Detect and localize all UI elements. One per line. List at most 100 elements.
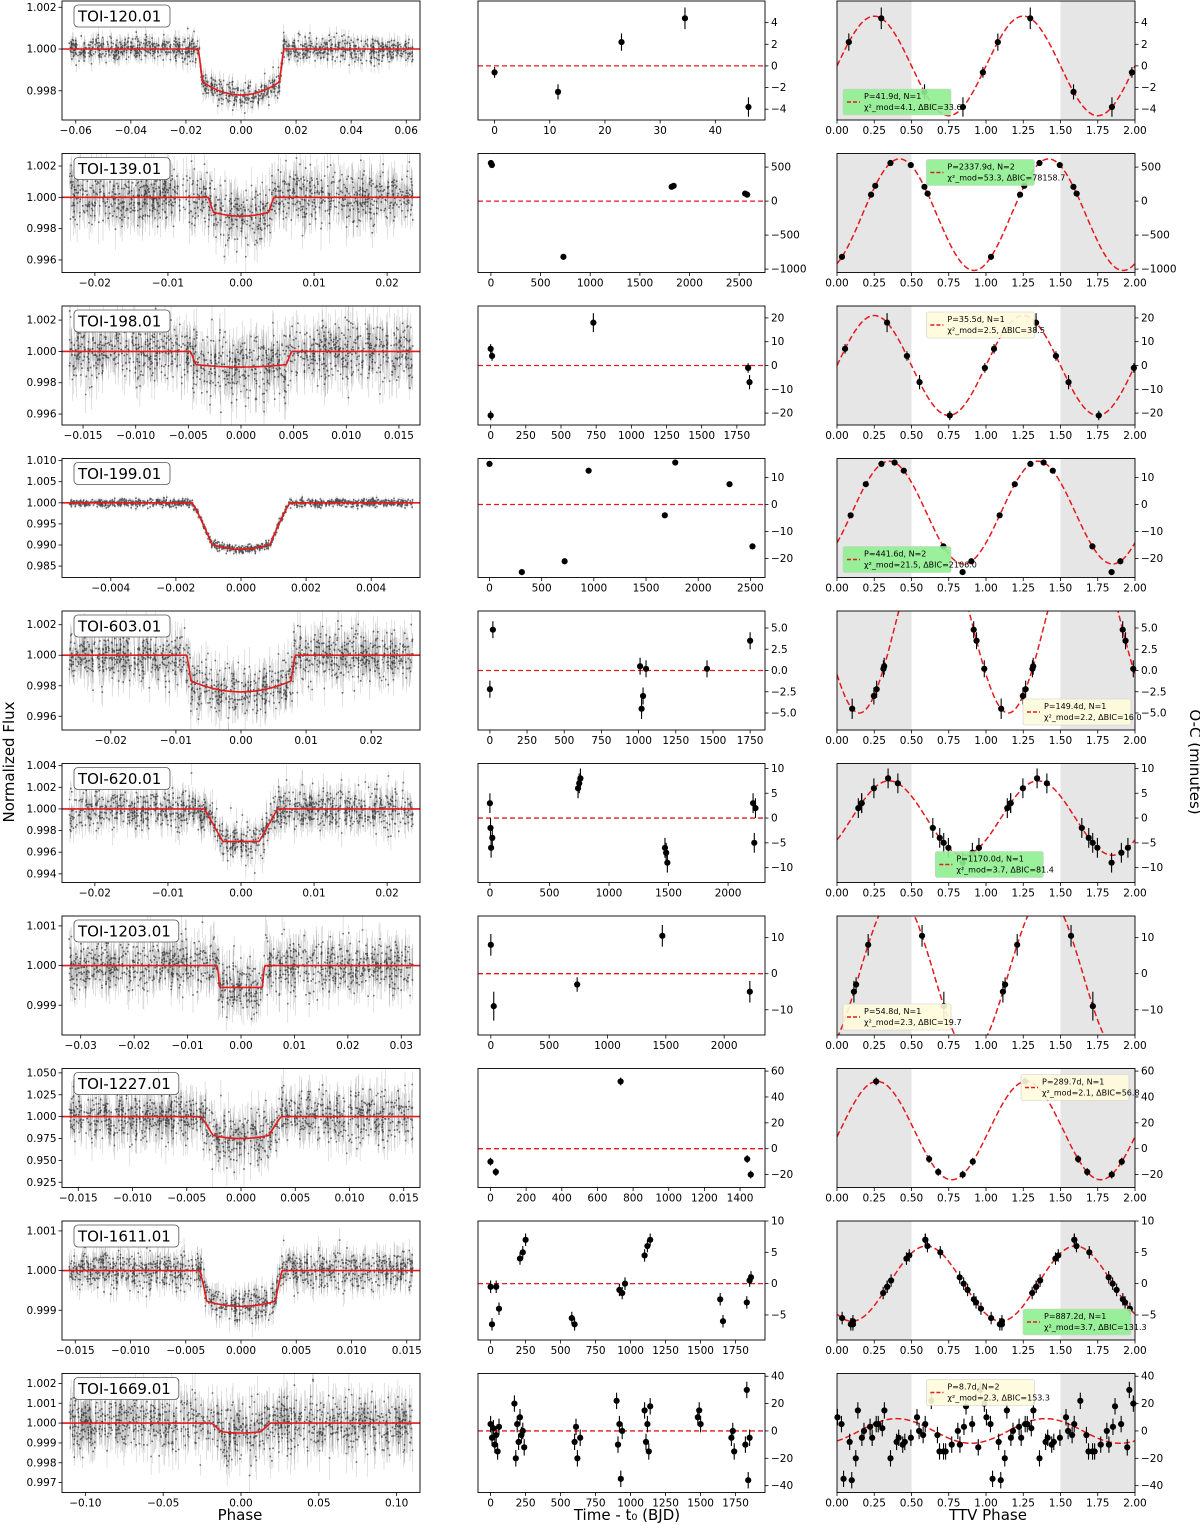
- oc-time-panel: 0 10 20 30 40 −4 −2 0 2 4: [477, 0, 787, 137]
- lightcurve-points: [69, 153, 414, 273]
- panel-title: TOI-1227.01: [77, 1075, 171, 1093]
- time-tick-label: 500: [551, 1345, 571, 1357]
- ttv-phase-tick-label: 0.75: [937, 1040, 960, 1052]
- ttv-point: [924, 190, 931, 197]
- time-tick-label: 1500: [687, 1345, 714, 1357]
- ttv-point: [1043, 780, 1050, 787]
- panel-title-frame: [73, 767, 171, 790]
- ttv-legend-stats: χ²_mod=2.5, ΔBIC=38.5: [947, 326, 1045, 335]
- phase-tick-label: 0.01: [294, 735, 317, 747]
- phase-tick-label: 0.010: [336, 1345, 366, 1357]
- ttv-legend-period: P=289.7d, N=1: [1042, 1078, 1104, 1087]
- time-tick-label: 0: [487, 735, 494, 747]
- oc-point: [729, 1427, 736, 1435]
- ttv-phase-tick-label: 0.00: [825, 1193, 848, 1205]
- phase-tick-label: −0.01: [171, 1040, 203, 1052]
- ttv-oc-tick-label: 10: [1141, 1216, 1154, 1228]
- ttv-phase-panel: 0.00 0.25 0.50 0.75 1.00 1.25 1.50 1.75 2.00 −20 0…: [825, 1066, 1163, 1205]
- time-tick-label: 250: [516, 1498, 536, 1510]
- phase-tick-label: 0.00: [229, 1498, 252, 1510]
- time-tick-label: 500: [554, 735, 574, 747]
- ttv-oc-tick-label: 10: [1141, 472, 1154, 484]
- ttv-point: [983, 1414, 990, 1421]
- ttv-point: [937, 1249, 944, 1256]
- ttv-point: [894, 780, 901, 787]
- time-tick-label: 0: [487, 1498, 494, 1510]
- phase-tick-label: −0.002: [156, 583, 195, 595]
- ttv-oc-tick-label: −4: [1141, 104, 1157, 116]
- flux-tick-label: 1.000: [26, 192, 56, 204]
- oc-point: [487, 1158, 494, 1165]
- oc-point: [638, 705, 645, 712]
- ttv-phase-tick-label: 0.25: [863, 1345, 886, 1357]
- oc-point: [493, 1431, 500, 1439]
- ttv-point: [989, 1475, 996, 1482]
- panel-title: TOI-120.01: [77, 8, 161, 26]
- panel-title-frame: [73, 919, 180, 943]
- shaded-region-right: [1060, 306, 1135, 425]
- ttv-legend-box: [842, 1003, 952, 1031]
- phase-tick-label: −0.010: [116, 430, 155, 442]
- ttv-point: [979, 69, 986, 76]
- flux-tick-label: 1.002: [26, 619, 56, 631]
- ttv-oc-tick-label: 0: [1141, 60, 1148, 72]
- ttv-oc-tick-label: 20: [1141, 1117, 1154, 1129]
- ttv-point: [901, 1438, 908, 1445]
- ttv-point: [891, 459, 898, 466]
- ttv-point: [888, 1277, 895, 1284]
- shaded-region-right: [1060, 458, 1135, 578]
- oc-tick-label: −20: [771, 1453, 793, 1465]
- ttv-point: [924, 1242, 931, 1250]
- flux-tick-label: 1.000: [26, 1111, 56, 1123]
- oc-point: [664, 859, 671, 866]
- ttv-phase-tick-label: 0.50: [900, 1498, 923, 1510]
- oc-point: [577, 1434, 584, 1441]
- ttv-point: [936, 834, 943, 841]
- ttv-phase-tick-label: 1.75: [1086, 888, 1109, 900]
- oc-tick-label: −40: [771, 1480, 793, 1492]
- ttv-point: [934, 1431, 941, 1439]
- ttv-point: [959, 568, 966, 576]
- ttv-point: [1094, 844, 1101, 851]
- lightcurve-data: [68, 620, 414, 730]
- time-tick-label: 2000: [676, 278, 703, 290]
- ttv-oc-tick-label: −5: [1141, 837, 1156, 849]
- oc-point: [613, 1397, 620, 1404]
- lightcurve-panel: −0.015 −0.010 −0.005 0.000 0.005 0.010 0.015 0.…: [26, 305, 421, 442]
- flux-tick-label: 0.950: [26, 1155, 56, 1167]
- ttv-point: [895, 1434, 902, 1441]
- ttv-point: [1007, 800, 1014, 807]
- oc-point: [749, 543, 756, 550]
- ttv-phase-tick-label: 0.25: [863, 278, 886, 290]
- flux-tick-label: 1.004: [26, 760, 56, 772]
- oc-point: [491, 1441, 498, 1448]
- flux-tick-label: 1.001: [26, 1398, 56, 1410]
- time-tick-label: 1750: [723, 430, 750, 442]
- transit-model-line: [62, 1269, 420, 1308]
- phase-tick-label: 0.10: [385, 1498, 408, 1510]
- ttv-phase-tick-label: 2.00: [1123, 430, 1146, 442]
- oc-tick-label: 60: [771, 1066, 784, 1078]
- oc-point: [617, 1078, 624, 1085]
- ttv-point: [1002, 981, 1009, 988]
- time-tick-label: 1400: [727, 1193, 754, 1205]
- oc-point: [492, 1168, 499, 1176]
- oc-point: [568, 1314, 575, 1322]
- ttv-point: [999, 988, 1007, 995]
- time-tick-label: 2000: [685, 583, 712, 595]
- panel-title-box: TOI-1227.01: [73, 1072, 180, 1095]
- ttv-point: [847, 512, 854, 519]
- ttv-point: [975, 844, 983, 851]
- time-tick-label: 800: [623, 1193, 643, 1205]
- ttv-phase-tick-label: 1.75: [1086, 583, 1109, 595]
- lightcurve-panel: −0.004 −0.002 0.000 0.002 0.004 0.985 0.990 0.9…: [26, 455, 421, 595]
- time-tick-label: 20: [598, 125, 611, 137]
- ttv-point: [878, 15, 885, 22]
- ttv-point: [1070, 88, 1077, 95]
- flux-tick-label: 1.001: [26, 1225, 56, 1237]
- ttv-point: [1126, 1386, 1133, 1394]
- ttv-phase-tick-label: 1.25: [1012, 1345, 1035, 1357]
- row-toi-1611.01: −0.015 −0.010 −0.005 0.000 0.005 0.010 0.0150.…: [26, 1216, 1156, 1358]
- ttv-legend-stats: χ²_mod=2.3, ΔBIC=19.7: [864, 1018, 962, 1027]
- flux-tick-label: 0.998: [26, 377, 56, 389]
